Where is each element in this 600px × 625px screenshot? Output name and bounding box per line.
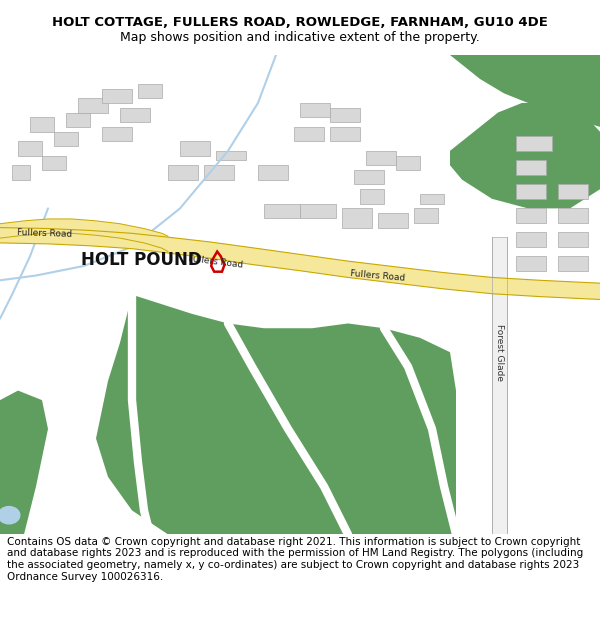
- Polygon shape: [54, 132, 78, 146]
- Polygon shape: [78, 98, 108, 112]
- Polygon shape: [102, 89, 132, 103]
- Polygon shape: [0, 219, 168, 251]
- Polygon shape: [516, 184, 546, 199]
- Polygon shape: [12, 165, 30, 179]
- Polygon shape: [258, 165, 288, 179]
- Polygon shape: [18, 141, 42, 156]
- Text: Fullers Road: Fullers Road: [188, 254, 244, 270]
- Polygon shape: [516, 256, 546, 271]
- Polygon shape: [342, 208, 372, 227]
- Polygon shape: [378, 213, 408, 228]
- Polygon shape: [396, 156, 420, 170]
- Polygon shape: [204, 165, 234, 179]
- Polygon shape: [168, 165, 198, 179]
- Polygon shape: [42, 156, 66, 170]
- Polygon shape: [102, 127, 132, 141]
- Polygon shape: [216, 151, 246, 161]
- Polygon shape: [558, 184, 588, 199]
- Polygon shape: [450, 55, 600, 127]
- Polygon shape: [120, 107, 150, 122]
- Polygon shape: [516, 136, 552, 151]
- Polygon shape: [516, 161, 546, 175]
- Polygon shape: [366, 151, 396, 165]
- Polygon shape: [516, 208, 546, 222]
- Polygon shape: [354, 170, 384, 184]
- Polygon shape: [360, 189, 384, 204]
- Text: HOLT POUND: HOLT POUND: [80, 251, 202, 269]
- Polygon shape: [516, 232, 546, 247]
- Text: Forest Glade: Forest Glade: [496, 324, 504, 381]
- Polygon shape: [558, 232, 588, 247]
- Polygon shape: [0, 391, 48, 534]
- Polygon shape: [66, 112, 90, 127]
- Polygon shape: [300, 204, 336, 218]
- Polygon shape: [492, 237, 507, 534]
- Polygon shape: [420, 194, 444, 204]
- Text: Contains OS data © Crown copyright and database right 2021. This information is : Contains OS data © Crown copyright and d…: [7, 537, 583, 582]
- Polygon shape: [30, 118, 54, 132]
- Polygon shape: [450, 103, 600, 208]
- Polygon shape: [558, 256, 588, 271]
- Circle shape: [0, 507, 20, 524]
- Polygon shape: [138, 84, 162, 98]
- Polygon shape: [180, 141, 210, 156]
- Text: HOLT COTTAGE, FULLERS ROAD, ROWLEDGE, FARNHAM, GU10 4DE: HOLT COTTAGE, FULLERS ROAD, ROWLEDGE, FA…: [52, 16, 548, 29]
- Text: Map shows position and indicative extent of the property.: Map shows position and indicative extent…: [120, 31, 480, 44]
- Text: Fullers Road: Fullers Road: [17, 228, 73, 239]
- Polygon shape: [330, 127, 360, 141]
- Polygon shape: [96, 294, 456, 534]
- Polygon shape: [294, 127, 324, 141]
- Text: Fullers Road: Fullers Road: [350, 269, 406, 282]
- Polygon shape: [0, 228, 600, 299]
- Polygon shape: [264, 204, 300, 218]
- Polygon shape: [300, 103, 330, 118]
- Polygon shape: [558, 208, 588, 222]
- Polygon shape: [330, 107, 360, 122]
- Polygon shape: [414, 208, 438, 222]
